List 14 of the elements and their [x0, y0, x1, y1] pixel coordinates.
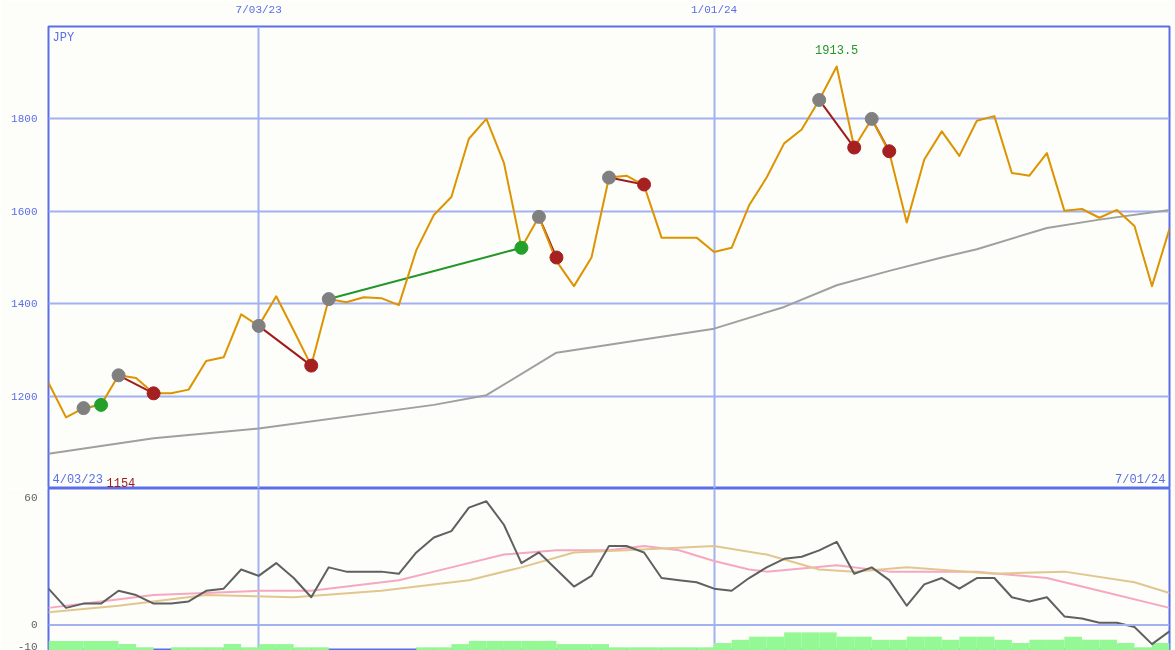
y-tick-label: 1400 — [11, 298, 38, 311]
x-tick-label: 7/03/23 — [235, 3, 282, 16]
y-tick-label: 60 — [24, 491, 38, 504]
y-tick-label: 1600 — [11, 205, 38, 218]
x-tick-label: 1/01/24 — [690, 3, 738, 16]
y-tick-label: -10 — [17, 640, 38, 650]
y-tick-label: 1200 — [11, 390, 38, 403]
annotation: 1913.5 — [815, 44, 859, 59]
y-tick-label: 1800 — [11, 113, 38, 126]
annotation: JPY — [52, 30, 75, 45]
y-tick-label: 0 — [30, 619, 38, 632]
annotation: 7/01/24 — [1115, 472, 1166, 487]
annotation: 1154 — [106, 476, 136, 491]
annotation: 4/03/23 — [52, 472, 103, 487]
